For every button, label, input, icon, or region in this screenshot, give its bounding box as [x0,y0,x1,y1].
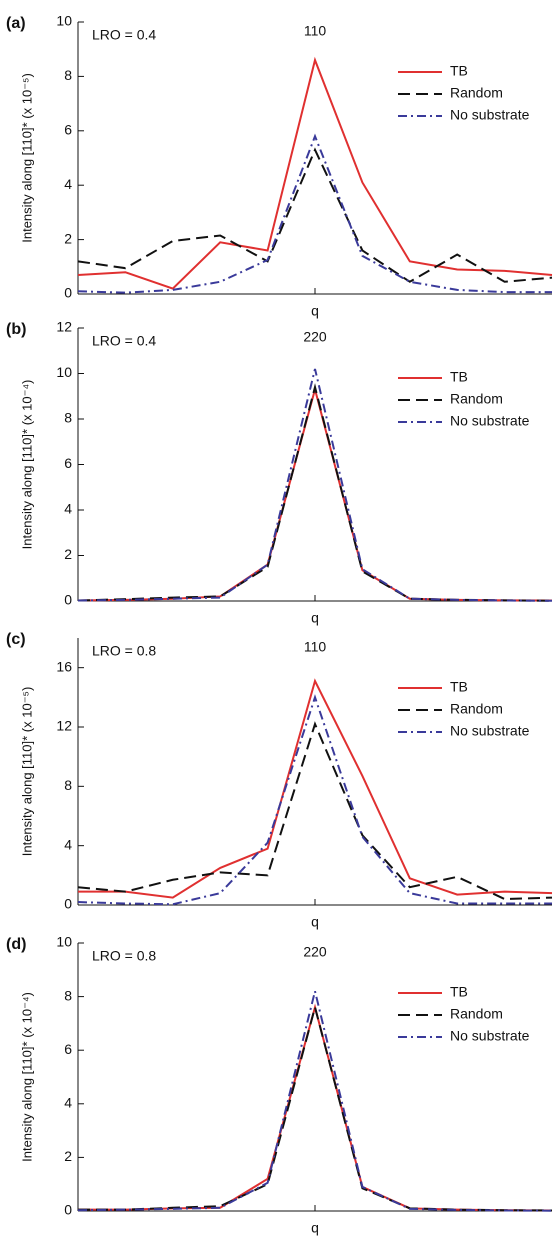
series-line [77,721,553,901]
y-tick-label: 10 [56,934,72,950]
x-axis-label: q [311,610,319,626]
series-line [77,368,553,602]
y-tick-label: 0 [64,1202,72,1218]
y-axis-label: Intensity along [110]* (x 10⁻⁵) [19,687,34,857]
y-tick-label: 10 [56,13,72,29]
x-axis-label: q [311,914,319,930]
y-tick-label: 10 [56,364,72,380]
y-tick-label: 8 [64,777,72,793]
y-tick-label: 0 [64,592,72,608]
y-axis-label: Intensity along [110]* (x 10⁻⁴) [19,992,34,1162]
y-tick-label: 8 [64,67,72,83]
y-tick-label: 0 [64,285,72,301]
y-axis-label: Intensity along [110]* (x 10⁻⁵) [19,73,34,243]
peak-label: 220 [303,944,327,960]
y-tick-label: 6 [64,455,72,471]
y-tick-label: 2 [64,546,72,562]
series-line [77,147,553,283]
legend-label: No substrate [450,1028,530,1044]
y-tick-label: 12 [56,319,72,335]
panel-label: (b) [6,321,26,338]
legend-label: TB [450,369,468,385]
legend-label: Random [450,85,503,101]
y-tick-label: 8 [64,987,72,1003]
y-tick-label: 2 [64,230,72,246]
series-line [77,694,552,906]
legend-label: Random [450,1006,503,1022]
series-line [77,56,553,290]
annotation: LRO = 0.8 [92,948,156,964]
peak-label: 110 [304,23,327,39]
y-tick-label: 6 [64,1041,72,1057]
panel-label: (c) [6,631,26,648]
peak-label: 110 [304,639,327,655]
legend-label: Random [450,701,503,717]
legend-label: TB [450,63,468,79]
y-tick-label: 4 [64,1095,72,1111]
annotation: LRO = 0.4 [92,333,156,349]
y-tick-label: 2 [64,1148,72,1164]
annotation: LRO = 0.8 [92,643,156,659]
y-tick-label: 16 [56,658,72,674]
annotation: LRO = 0.4 [92,27,156,43]
y-tick-label: 6 [64,122,72,138]
peak-label: 220 [303,329,327,345]
series-line [77,990,553,1212]
series-line [77,133,552,294]
y-tick-label: 0 [64,896,72,912]
panel-label: (d) [6,936,26,953]
x-axis-label: q [311,303,319,319]
legend-label: No substrate [450,413,530,429]
series-line [78,678,553,899]
x-axis-label: q [311,1220,319,1236]
y-tick-label: 4 [64,176,72,192]
legend-label: No substrate [450,723,530,739]
y-tick-label: 4 [64,836,72,852]
legend-label: Random [450,391,503,407]
legend-label: No substrate [450,107,530,123]
legend-label: TB [450,984,468,1000]
y-tick-label: 8 [64,410,72,426]
y-tick-label: 12 [56,718,72,734]
y-tick-label: 4 [64,501,72,517]
panel-label: (a) [6,15,26,32]
legend-label: TB [450,679,468,695]
y-axis-label: Intensity along [110]* (x 10⁻⁴) [19,380,34,550]
